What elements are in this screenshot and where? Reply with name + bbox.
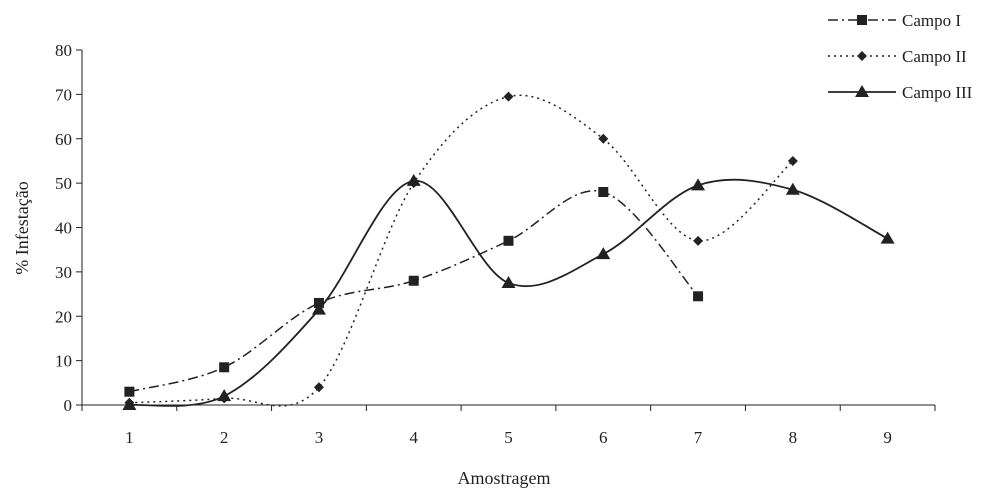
campo-ii-point bbox=[787, 155, 798, 166]
legend-marker bbox=[857, 15, 867, 25]
legend-label: Campo I bbox=[902, 11, 961, 30]
campo-ii-point bbox=[598, 133, 609, 144]
campo-i-point bbox=[219, 362, 230, 373]
legend-item-campo-ii: Campo II bbox=[828, 47, 967, 66]
campo-iii-line bbox=[129, 178, 889, 407]
y-tick-label: 20 bbox=[55, 307, 72, 326]
x-tick-label: 8 bbox=[789, 428, 798, 447]
campo-i-point bbox=[124, 386, 135, 397]
campo-iii-point bbox=[122, 398, 137, 410]
campo-iii-point bbox=[217, 389, 232, 402]
series-layer bbox=[122, 91, 895, 410]
campo-i-line bbox=[129, 189, 699, 393]
legend-label: Campo III bbox=[902, 83, 973, 102]
x-tick-label: 1 bbox=[125, 428, 134, 447]
legend-marker bbox=[855, 85, 869, 97]
campo-iii-point bbox=[406, 173, 421, 186]
y-tick-label: 0 bbox=[64, 396, 73, 415]
y-axis-title: % Infestação bbox=[12, 181, 32, 274]
legend-item-campo-i: Campo I bbox=[828, 11, 961, 30]
y-tick-label: 30 bbox=[55, 263, 72, 282]
x-tick-label: 9 bbox=[883, 428, 892, 447]
x-tick-label: 4 bbox=[409, 428, 418, 447]
x-tick-label: 3 bbox=[315, 428, 324, 447]
campo-ii-point bbox=[313, 382, 324, 393]
y-tick-label: 60 bbox=[55, 130, 72, 149]
legend-marker bbox=[857, 51, 867, 61]
ticks: 0 10 20 30 40 50 60 70 80 1 2 3 4 5 6 7 8 9 bbox=[55, 41, 936, 447]
campo-iii-point bbox=[596, 247, 611, 260]
campo-i-point bbox=[503, 235, 514, 246]
y-tick-label: 80 bbox=[55, 41, 72, 60]
campo-iii-point bbox=[880, 231, 895, 244]
campo-ii-point bbox=[693, 235, 704, 246]
campo-i-point bbox=[408, 275, 419, 286]
x-tick-label: 7 bbox=[694, 428, 703, 447]
campo-i-point bbox=[693, 291, 704, 302]
y-tick-label: 50 bbox=[55, 174, 72, 193]
x-axis-title: Amostragem bbox=[458, 468, 551, 488]
y-tick-label: 10 bbox=[55, 352, 72, 371]
campo-iii-point bbox=[691, 178, 706, 191]
y-tick-label: 40 bbox=[55, 219, 72, 238]
campo-i-point bbox=[598, 187, 609, 197]
axes bbox=[81, 50, 935, 406]
campo-ii-point bbox=[503, 91, 514, 102]
y-tick-label: 70 bbox=[55, 85, 72, 104]
x-tick-label: 5 bbox=[504, 428, 513, 447]
legend-item-campo-iii: Campo III bbox=[828, 83, 973, 102]
x-tick-label: 2 bbox=[220, 428, 229, 447]
x-tick-label: 6 bbox=[599, 428, 608, 447]
legend: Campo I Campo II Campo III bbox=[828, 11, 973, 102]
legend-label: Campo II bbox=[902, 47, 967, 66]
campo-iii-point bbox=[785, 182, 800, 195]
campo-iii-point bbox=[311, 302, 326, 315]
campo-ii-line bbox=[129, 94, 794, 407]
campo-iii-point bbox=[501, 275, 516, 288]
